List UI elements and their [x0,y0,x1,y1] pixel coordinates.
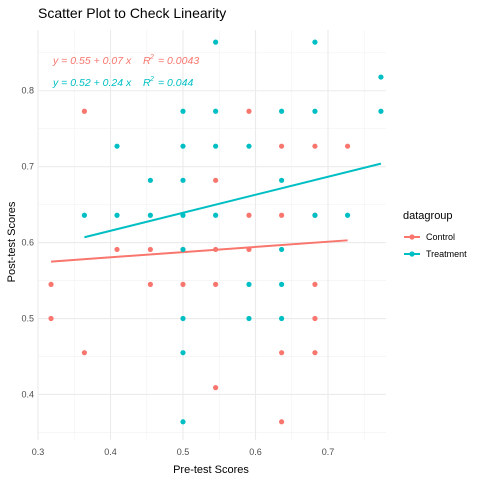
point-treatment [213,143,219,149]
r-squared-label: R [143,55,151,67]
y-tick-label: 0.8 [21,86,34,96]
point-control [246,108,252,114]
point-control [213,246,219,253]
point-treatment [312,108,318,114]
point-treatment [279,177,285,183]
point-treatment [378,74,384,80]
y-axis-title: Post-test Scores [6,201,18,282]
point-treatment [279,315,285,322]
point-control [213,281,219,287]
point-control [279,350,285,356]
point-treatment [246,281,252,287]
y-tick-label: 0.5 [21,314,34,324]
r-squared-superscript: 2 [149,76,154,83]
point-treatment [279,108,285,114]
point-treatment [180,212,186,218]
point-treatment [213,39,219,45]
point-treatment [312,212,318,218]
legend-key-point [409,251,415,257]
point-treatment [180,315,186,322]
x-tick-label: 0.3 [32,447,45,457]
point-control [147,281,153,287]
point-control [48,315,54,322]
point-treatment [344,212,351,218]
point-control [344,143,351,149]
legend-item-control: Control [404,232,455,242]
point-treatment [180,350,186,356]
point-control [180,281,186,287]
point-control [213,385,219,391]
point-treatment [114,212,120,218]
r-squared-superscript: 2 [149,54,154,61]
legend: datagroup Control Treatment [403,210,467,259]
y-tick-label: 0.4 [21,389,34,399]
point-treatment [180,246,186,253]
data-points [48,39,384,425]
point-treatment [180,177,186,183]
point-control [312,281,318,287]
x-tick-labels: 0.3 0.4 0.5 0.6 0.7 [32,447,335,457]
point-treatment [180,143,186,149]
point-control [312,350,318,356]
point-treatment [180,108,186,114]
equation-control: y = 0.55 + 0.07 x R 2 = 0.0043 [52,54,199,67]
r-squared-label: R [143,77,151,89]
point-treatment [114,143,120,149]
legend-label: Control [426,232,455,242]
x-tick-label: 0.5 [177,447,190,457]
fit-lines [50,162,382,263]
y-tick-label: 0.7 [21,162,34,172]
point-treatment [279,281,285,287]
fit-line-treatment [84,162,382,239]
legend-item-treatment: Treatment [404,249,467,259]
point-control [312,143,318,149]
grid [37,30,386,440]
y-tick-labels: 0.4 0.5 0.6 0.7 0.8 [21,86,34,400]
point-control [312,315,318,322]
equation-text: y = 0.52 + 0.24 x [52,77,132,89]
x-tick-label: 0.7 [322,447,335,457]
point-treatment [213,108,219,114]
point-control [246,246,252,253]
point-treatment [246,315,252,322]
chart-title: Scatter Plot to Check Linearity [38,5,226,21]
point-control [279,143,285,149]
legend-key-point [409,234,415,240]
x-axis-title: Pre-test Scores [173,464,249,476]
y-tick-label: 0.6 [21,238,34,248]
point-treatment [279,246,285,253]
point-treatment [147,212,153,218]
legend-label: Treatment [426,249,467,259]
point-treatment [312,39,318,45]
point-control [279,212,285,218]
equation-treatment: y = 0.52 + 0.24 x R 2 = 0.044 [52,76,193,89]
point-control [279,419,285,425]
x-tick-label: 0.6 [249,447,262,457]
legend-title: datagroup [403,210,453,222]
point-control [147,246,153,253]
r-squared-value: = 0.044 [158,77,193,89]
point-control [48,281,54,287]
point-treatment [213,212,219,218]
point-treatment [180,419,186,425]
fit-line-control [50,239,348,263]
point-control [213,177,219,183]
point-control [114,246,120,253]
equation-text: y = 0.55 + 0.07 x [52,55,132,67]
x-tick-label: 0.4 [104,447,117,457]
point-treatment [81,212,87,218]
point-treatment [147,177,153,183]
r-squared-value: = 0.0043 [158,55,199,67]
point-control [81,350,87,356]
point-control [81,108,87,114]
point-treatment [378,108,384,114]
point-control [246,212,252,218]
point-treatment [246,143,252,149]
